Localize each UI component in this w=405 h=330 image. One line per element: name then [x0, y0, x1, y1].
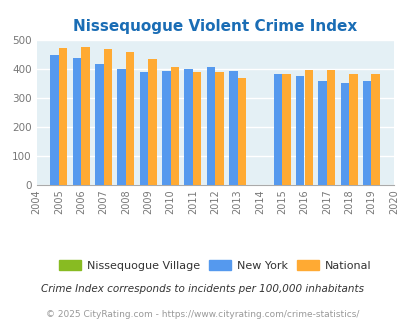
Bar	[184, 69, 192, 185]
Bar	[139, 72, 148, 185]
Bar	[326, 70, 335, 185]
Bar	[126, 52, 134, 185]
Bar	[237, 78, 245, 185]
Bar	[371, 74, 379, 185]
Bar	[362, 81, 371, 185]
Bar	[117, 69, 126, 185]
Bar	[95, 64, 103, 185]
Title: Nissequogue Violent Crime Index: Nissequogue Violent Crime Index	[73, 19, 356, 34]
Bar	[170, 67, 179, 185]
Text: © 2025 CityRating.com - https://www.cityrating.com/crime-statistics/: © 2025 CityRating.com - https://www.city…	[46, 310, 359, 319]
Bar	[340, 83, 348, 185]
Bar	[162, 71, 170, 185]
Bar	[348, 74, 357, 185]
Bar	[192, 72, 201, 185]
Bar	[215, 72, 223, 185]
Legend: Nissequogue Village, New York, National: Nissequogue Village, New York, National	[55, 256, 375, 275]
Bar	[81, 48, 90, 185]
Bar	[228, 71, 237, 185]
Bar	[206, 67, 215, 185]
Bar	[59, 48, 67, 185]
Text: Crime Index corresponds to incidents per 100,000 inhabitants: Crime Index corresponds to incidents per…	[41, 284, 364, 294]
Bar	[72, 58, 81, 185]
Bar	[103, 49, 112, 185]
Bar	[295, 76, 304, 185]
Bar	[318, 81, 326, 185]
Bar	[148, 59, 156, 185]
Bar	[281, 74, 290, 185]
Bar	[304, 70, 312, 185]
Bar	[50, 55, 59, 185]
Bar	[273, 75, 281, 185]
